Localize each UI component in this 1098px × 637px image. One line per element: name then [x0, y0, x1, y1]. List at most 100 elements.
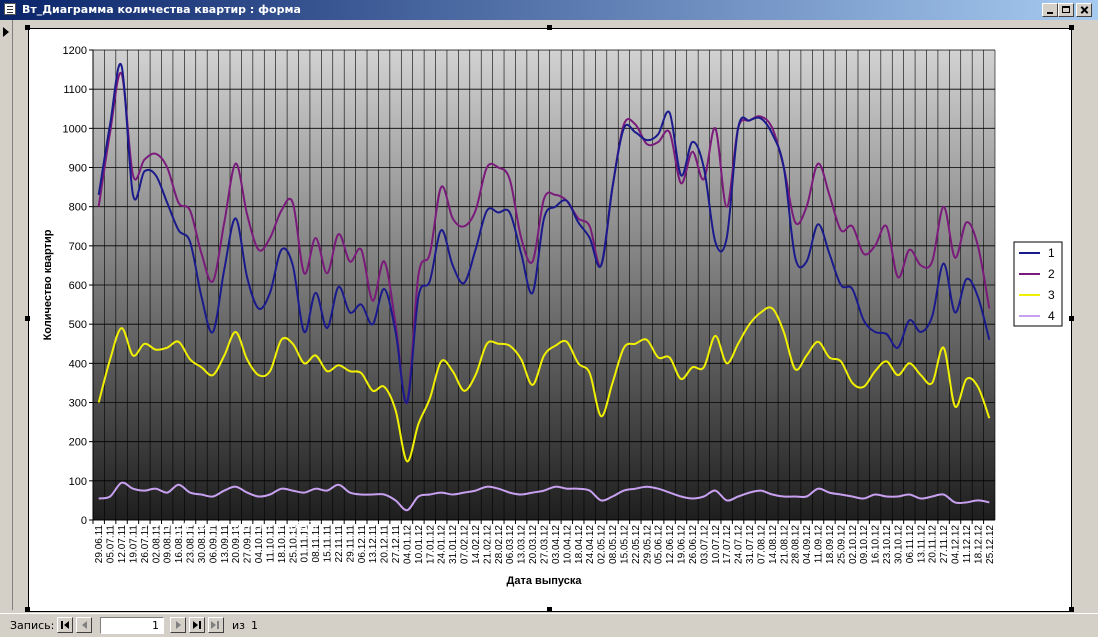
- new-record-button[interactable]: [208, 617, 224, 633]
- x-tick-label: 13.12.11: [368, 525, 379, 564]
- y-tick-label: 1200: [63, 45, 87, 57]
- x-tick-label: 02.08.11: [151, 525, 162, 564]
- x-tick-label: 18.09.12: [825, 525, 836, 564]
- x-tick-label: 08.11.11: [311, 525, 322, 563]
- series-line-3: [97, 306, 991, 463]
- resize-handle-bottom-right[interactable]: [1069, 607, 1074, 612]
- series-line-1: [97, 62, 991, 404]
- maximize-button[interactable]: [1058, 3, 1074, 17]
- minimize-button[interactable]: [1042, 3, 1058, 17]
- x-tick-label: 20.12.11: [380, 525, 391, 564]
- x-tick-label: 09.08.11: [163, 525, 174, 564]
- arrow-right-icon: [193, 621, 198, 629]
- x-tick-label: 06.12.11: [357, 525, 368, 564]
- previous-record-button[interactable]: [76, 617, 92, 633]
- x-tick-label: 23.08.11: [186, 525, 197, 564]
- x-tick-label: 19.06.12: [677, 525, 688, 564]
- x-tick-label: 06.11.12: [905, 525, 916, 564]
- x-tick-label: 11.09.12: [814, 525, 825, 564]
- y-tick-label: 100: [69, 476, 87, 488]
- x-tick-label: 20.03.12: [528, 525, 539, 564]
- first-bar-icon: [61, 621, 63, 629]
- x-tick-label: 10.01.12: [414, 525, 425, 564]
- window-title: Вт_Диаграмма количества квартир : форма: [22, 3, 301, 16]
- y-tick-label: 200: [69, 437, 87, 449]
- x-tick-label: 04.09.12: [802, 525, 813, 564]
- x-tick-label: 24.07.12: [734, 525, 745, 564]
- x-tick-label: 17.07.12: [722, 525, 733, 564]
- x-tick-label: 05.06.12: [654, 525, 665, 564]
- y-tick-label: 1100: [63, 84, 87, 96]
- x-tick-label: 28.08.12: [791, 525, 802, 564]
- legend-label-4: 4: [1048, 309, 1055, 323]
- x-tick-label: 10.04.12: [562, 525, 573, 564]
- of-label: из: [232, 619, 245, 632]
- x-tick-label: 27.11.12: [939, 525, 950, 564]
- record-selector[interactable]: [0, 20, 13, 610]
- x-tick-label: 18.12.12: [973, 525, 984, 564]
- x-tick-label: 14.08.12: [768, 525, 779, 564]
- resize-handle-right[interactable]: [1069, 316, 1074, 321]
- x-tick-label: 13.09.11: [220, 525, 231, 564]
- x-tick-label: 03.07.12: [699, 525, 710, 564]
- x-tick-label: 11.12.12: [962, 525, 973, 564]
- y-tick-label: 300: [69, 398, 87, 410]
- resize-handle-bottom[interactable]: [547, 607, 552, 612]
- watermark-text: http://tr-41.narod.ru/AV: [139, 518, 322, 536]
- x-tick-label: 28.02.12: [494, 525, 505, 564]
- x-tick-label: 13.11.12: [916, 525, 927, 564]
- x-tick-label: 29.06.11: [94, 525, 105, 564]
- x-tick-label: 17.01.12: [425, 525, 436, 564]
- y-tick-label: 800: [69, 202, 87, 214]
- resize-handle-top-left[interactable]: [25, 25, 30, 30]
- x-tick-label: 25.12.12: [985, 525, 996, 564]
- series-line-2: [97, 71, 991, 404]
- record-number-input[interactable]: [100, 617, 164, 634]
- x-tick-label: 27.03.12: [540, 525, 551, 564]
- x-tick-label: 08.05.12: [608, 525, 619, 564]
- x-tick-label: 04.01.12: [402, 525, 413, 564]
- x-tick-label: 22.11.11: [334, 525, 345, 563]
- x-tick-label: 07.02.12: [460, 525, 471, 564]
- x-axis-title: Дата выпуска: [507, 575, 583, 587]
- last-record-button[interactable]: [189, 617, 205, 633]
- y-tick-label: 700: [69, 241, 87, 253]
- x-tick-label: 24.01.12: [437, 525, 448, 564]
- chart-frame[interactable]: 0 100 200 300 400 500 600 700 800 900 1000 1100 1200…: [28, 28, 1072, 612]
- title-bar: Вт_Диаграмма количества квартир : форма: [0, 0, 1098, 20]
- y-tick-label: 900: [69, 163, 87, 175]
- x-tick-label: 21.02.12: [482, 525, 493, 564]
- record-total: 1: [251, 619, 258, 632]
- resize-handle-left[interactable]: [25, 316, 30, 321]
- resize-handle-top[interactable]: [547, 25, 552, 30]
- close-button[interactable]: [1076, 3, 1092, 17]
- arrow-right-icon: [211, 621, 216, 629]
- next-record-button[interactable]: [170, 617, 186, 633]
- arrow-left-icon: [82, 621, 87, 629]
- x-tick-label: 21.08.12: [779, 525, 790, 564]
- x-tick-label: 02.10.12: [848, 525, 859, 564]
- chart: 0 100 200 300 400 500 600 700 800 900 1000 1100 1200…: [42, 45, 1063, 587]
- x-tick-label: 26.06.12: [688, 525, 699, 564]
- x-tick-label: 18.10.11: [277, 525, 288, 564]
- x-tick-label: 01.11.11: [300, 525, 311, 563]
- resize-handle-top-right[interactable]: [1069, 25, 1074, 30]
- x-tick-label: 31.01.12: [448, 525, 459, 564]
- x-tick-label: 12.06.12: [665, 525, 676, 564]
- x-tick-label: 30.08.11: [197, 525, 208, 564]
- x-tick-label: 04.10.11: [254, 525, 265, 564]
- current-record-arrow-icon: [3, 27, 9, 37]
- form-icon[interactable]: [4, 3, 16, 15]
- arrow-left-icon: [64, 621, 69, 629]
- x-tick-label: 23.10.12: [882, 525, 893, 564]
- y-tick-label: 400: [69, 358, 87, 370]
- x-tick-label: 04.12.12: [951, 525, 962, 564]
- x-tick-label: 06.09.11: [208, 525, 219, 564]
- y-axis-title: Количество квартир: [42, 229, 54, 340]
- record-label: Запись:: [10, 619, 55, 632]
- resize-handle-bottom-left[interactable]: [25, 607, 30, 612]
- first-record-button[interactable]: [57, 617, 73, 633]
- x-tick-label: 03.04.12: [551, 525, 562, 564]
- x-tick-label: 13.03.12: [517, 525, 528, 564]
- x-tick-label: 30.10.12: [893, 525, 904, 564]
